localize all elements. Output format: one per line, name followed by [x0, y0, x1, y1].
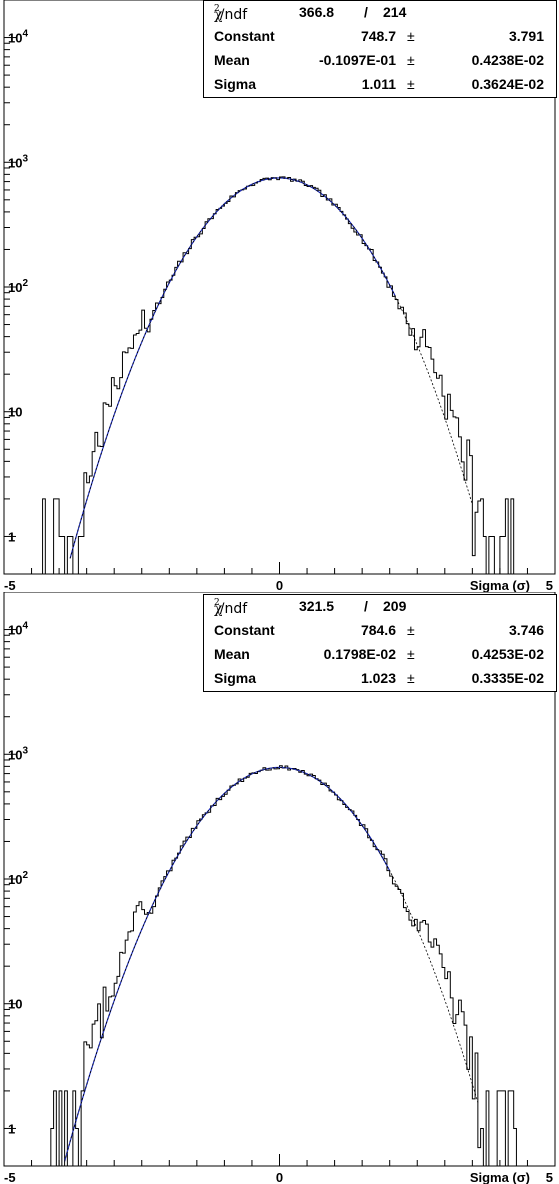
stats-label: Sigma	[214, 76, 257, 92]
stats-error: 3.746	[508, 622, 544, 638]
y-tick-exponent: 3	[22, 153, 28, 164]
x-tick-label: 5	[546, 1170, 553, 1184]
ndf-value: 214	[383, 4, 407, 20]
x-axis-title: Sigma (σ)	[470, 1170, 530, 1184]
stats-value: -0.1097E-01	[318, 52, 396, 68]
stats-error: 0.4253E-02	[471, 646, 544, 662]
stats-row-constant: Constant 748.7 ± 3.791	[204, 25, 556, 49]
stats-label: Mean	[214, 646, 250, 662]
y-tick-label: 104	[8, 29, 28, 46]
stats-error: 0.3335E-02	[471, 670, 544, 686]
y-tick-label: 10	[8, 997, 22, 1012]
fit-panel-bottom: 104 103 102 10 1 -5 0 5 Sigma (σ) χ 2/ndf 321.5 /…	[0, 592, 559, 1184]
stats-row-mean: Mean 0.1798E-02 ± 0.4253E-02	[204, 643, 556, 667]
stats-row-sigma: Sigma 1.011 ± 0.3624E-02	[204, 73, 556, 97]
chi2-slash: /	[364, 4, 368, 20]
y-tick-base: 10	[8, 405, 22, 420]
ndf-label: /ndf	[219, 7, 248, 23]
stats-error: 0.3624E-02	[471, 76, 544, 92]
plus-minus: ±	[407, 28, 415, 44]
stats-row-mean: Mean -0.1097E-01 ± 0.4238E-02	[204, 49, 556, 73]
chi2-slash: /	[364, 598, 368, 614]
stats-error: 3.791	[508, 28, 544, 44]
x-tick-label: 0	[276, 578, 283, 592]
y-tick-exponent: 4	[22, 621, 28, 632]
dashed-fit-curve	[64, 767, 479, 1162]
y-tick-label: 1	[8, 1121, 15, 1136]
y-tick-exponent: 4	[22, 29, 28, 40]
stats-row-constant: Constant 784.6 ± 3.746	[204, 619, 556, 643]
y-tick-label: 104	[8, 621, 28, 638]
x-tick-label: -5	[4, 578, 16, 592]
stats-value: 0.1798E-02	[323, 646, 396, 662]
y-tick-label: 102	[8, 278, 28, 295]
y-tick-label: 103	[8, 745, 28, 762]
fit-panel-top: 104 103 102 10 1 -5 0 5 Sigma (σ) χ 2/ndf 366.8 /…	[3, 0, 557, 592]
y-tick-base: 10	[8, 623, 22, 638]
dashed-fit-curve	[69, 177, 473, 559]
fit-stats-box: χ 2/ndf 366.8 / 214 Constant 748.7 ± 3.79…	[203, 0, 557, 98]
y-tick-label: 1	[8, 529, 15, 544]
chi-exponent: 2	[214, 598, 220, 608]
y-tick-label: 103	[8, 153, 28, 170]
x-axis-title: Sigma (σ)	[470, 578, 530, 592]
stats-error: 0.4238E-02	[471, 52, 544, 68]
stats-value: 748.7	[360, 28, 396, 44]
x-tick-label: 0	[276, 1170, 283, 1184]
y-tick-base: 10	[8, 747, 22, 762]
chi2-row: χ 2/ndf 366.8 / 214	[204, 1, 556, 25]
plus-minus: ±	[407, 52, 415, 68]
plus-minus: ±	[407, 646, 415, 662]
stats-label: Sigma	[214, 670, 257, 686]
y-tick-exponent: 2	[22, 278, 28, 289]
stats-label: Constant	[214, 28, 275, 44]
y-tick-exponent: 2	[22, 870, 28, 881]
gaussian-fit-curve	[64, 766, 391, 1162]
y-tick-base: 1	[8, 529, 15, 544]
y-tick-base: 10	[8, 31, 22, 46]
y-tick-label: 102	[8, 870, 28, 887]
stats-row-sigma: Sigma 1.023 ± 0.3335E-02	[204, 667, 556, 691]
plus-minus: ±	[407, 670, 415, 686]
chi2-value: 366.8	[299, 4, 335, 20]
stats-label: Constant	[214, 622, 275, 638]
fit-stats-box: χ 2/ndf 321.5 / 209 Constant 784.6 ± 3.74…	[203, 594, 557, 692]
y-tick-base: 10	[8, 280, 22, 295]
y-tick-base: 10	[8, 155, 22, 170]
stats-value: 1.023	[360, 670, 396, 686]
y-tick-label: 10	[8, 405, 22, 420]
y-tick-exponent: 3	[22, 745, 28, 756]
histogram-series	[42, 176, 520, 575]
chi-exponent: 2	[214, 4, 220, 14]
chi-symbol: χ	[214, 7, 223, 23]
chi2-row: χ 2/ndf 321.5 / 209	[204, 595, 556, 619]
chi2-value: 321.5	[299, 598, 335, 614]
stats-value: 784.6	[360, 622, 396, 638]
plus-minus: ±	[407, 76, 415, 92]
stats-value: 1.011	[361, 76, 396, 92]
x-tick-label: 5	[546, 578, 553, 592]
chi-symbol: χ	[214, 601, 223, 617]
y-tick-base: 10	[8, 872, 22, 887]
x-tick-label: -5	[4, 1170, 16, 1184]
stats-label: Mean	[214, 52, 250, 68]
gaussian-fit-curve	[69, 177, 396, 559]
y-tick-base: 1	[8, 1121, 15, 1136]
histogram-series	[42, 765, 520, 1167]
y-tick-base: 10	[8, 997, 22, 1012]
ndf-label: /ndf	[219, 601, 248, 617]
plus-minus: ±	[407, 622, 415, 638]
ndf-value: 209	[383, 598, 407, 614]
